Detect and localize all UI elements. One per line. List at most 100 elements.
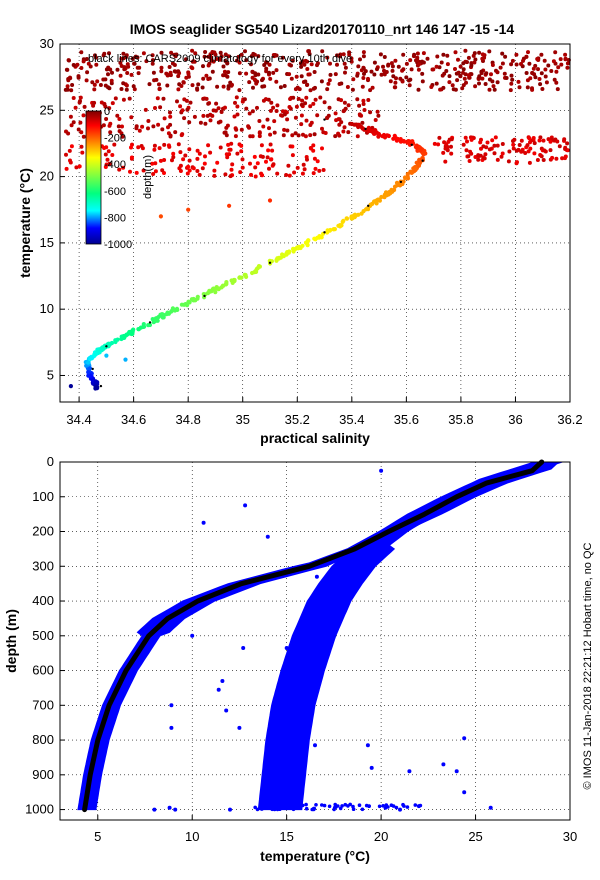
ts-surface-point [516, 147, 521, 152]
ts-surface-point [337, 82, 342, 86]
ts-surface-point [157, 82, 161, 87]
ts-surface-point [509, 73, 514, 78]
ts-surface-point [417, 62, 422, 67]
ts-surface-point [271, 53, 276, 57]
ts-surface-point [109, 78, 114, 83]
ts-surface-point [360, 84, 365, 89]
ts-surface-point [511, 142, 516, 147]
ts-surface-point [222, 69, 227, 74]
ts-curve-point [374, 130, 379, 135]
ts-surface-point [521, 58, 525, 63]
ts-surface-point [346, 103, 351, 108]
profile-deep-point [281, 805, 286, 809]
ts-surface-point [187, 158, 192, 163]
ts-surface-point [79, 144, 84, 149]
ts-surface-point [77, 164, 82, 169]
ts-surface-point [489, 72, 493, 77]
ts-curve-point [257, 264, 262, 269]
ts-surface-point [356, 64, 361, 69]
profile-deep-point [304, 802, 308, 807]
ts-surface-point [355, 73, 360, 78]
ts-curve-point [338, 224, 343, 229]
ts-surface-point [495, 157, 500, 162]
ts-climatology-marker [105, 345, 108, 348]
ts-surface-point [260, 78, 264, 83]
ts-surface-point [173, 130, 178, 135]
ts-surface-point [532, 151, 537, 156]
ts-surface-point [218, 57, 223, 62]
ts-surface-point [460, 86, 465, 91]
ts-surface-point [107, 161, 112, 166]
ts-surface-point [293, 131, 298, 136]
ts-surface-point [118, 73, 123, 78]
ts-surface-point [264, 69, 269, 74]
ts-surface-point [134, 126, 139, 131]
ts-surface-point [185, 107, 190, 112]
ts-surface-point [444, 69, 449, 73]
profile-ytick: 900 [32, 767, 54, 782]
ts-surface-point [537, 77, 542, 81]
ts-surface-point [179, 84, 184, 88]
ts-surface-point [317, 168, 322, 173]
ts-surface-point [526, 149, 531, 154]
ts-surface-point [514, 62, 519, 67]
ts-surface-point [407, 83, 412, 88]
ts-curve-point [328, 227, 333, 233]
ts-curve-point [153, 316, 158, 321]
ts-ytick: 30 [40, 36, 54, 51]
ts-surface-point [420, 71, 425, 76]
ts-surface-point [267, 62, 272, 67]
ts-surface-point [229, 167, 234, 172]
ts-surface-point [157, 146, 162, 151]
ts-surface-point [158, 158, 163, 163]
ts-surface-point [300, 98, 305, 103]
profile-xtick: 30 [563, 829, 577, 844]
ts-surface-point [150, 61, 155, 66]
ts-surface-point [159, 65, 164, 70]
ts-surface-point [315, 61, 320, 66]
ts-surface-point [168, 110, 172, 115]
profile-deep-point [351, 807, 356, 811]
depth-colorbar [85, 110, 102, 245]
ts-surface-point [135, 65, 140, 70]
ts-surface-point [498, 65, 503, 70]
ts-surface-point [137, 128, 142, 133]
ts-surface-point [294, 74, 299, 79]
ts-climatology-marker [203, 294, 206, 298]
ts-surface-point [175, 99, 179, 104]
ts-surface-point [236, 54, 241, 59]
ts-surface-point [162, 116, 167, 121]
ts-surface-point [165, 83, 170, 88]
ts-surface-point [393, 80, 398, 85]
ts-surface-point [471, 53, 476, 58]
ts-curve-point [244, 274, 249, 279]
ts-surface-point [250, 134, 255, 139]
ts-curve-point [407, 142, 412, 147]
ts-surface-point [99, 100, 104, 105]
ts-curve-point [406, 139, 411, 144]
ts-curve-point [340, 219, 345, 224]
profile-xtick: 15 [279, 829, 293, 844]
ts-surface-point [223, 105, 227, 110]
ts-surface-point [81, 113, 86, 118]
ts-xtick: 36.2 [557, 412, 582, 427]
ts-surface-point [328, 72, 333, 77]
profile-climatology-line [82, 459, 545, 813]
ts-surface-point [321, 168, 326, 172]
ts-surface-point [75, 62, 80, 67]
ts-surface-point [491, 84, 496, 89]
ts-surface-point [102, 51, 107, 56]
ts-surface-point [121, 165, 126, 170]
profile-outlier-point [314, 574, 319, 579]
ts-surface-point [78, 95, 83, 100]
ts-surface-point [268, 108, 273, 113]
ts-surface-point [555, 139, 560, 144]
ts-surface-point [325, 55, 330, 60]
ts-surface-point [559, 62, 564, 67]
ts-curve-point [160, 312, 165, 317]
ts-surface-point [225, 74, 230, 79]
ts-surface-point [84, 78, 89, 83]
ts-surface-point [327, 105, 332, 110]
ts-surface-point [463, 135, 468, 140]
ts-surface-point [227, 152, 232, 157]
